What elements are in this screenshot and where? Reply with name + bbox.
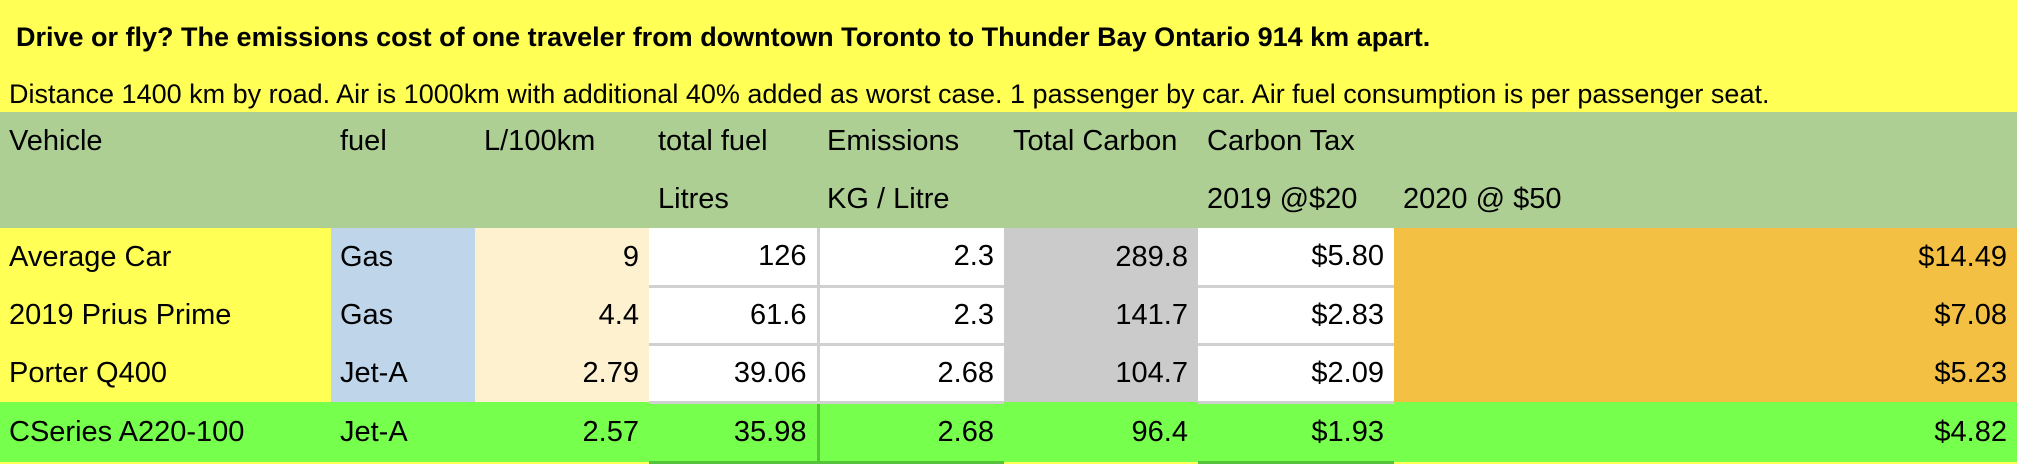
cell-tax-2020[interactable]: $5.23 xyxy=(1394,344,2017,402)
cell-total-carbon[interactable]: 141.7 xyxy=(1004,286,1198,344)
cell-fuel[interactable]: Gas xyxy=(331,286,475,344)
cell-vehicle[interactable]: CSeries A220-100 xyxy=(0,402,331,462)
header-fuel[interactable]: fuel xyxy=(331,112,475,170)
cell-fuel[interactable]: Jet-A xyxy=(331,344,475,402)
cell-total-fuel[interactable]: 61.6 xyxy=(649,286,820,346)
subheader-kg-per-litre[interactable]: KG / Litre xyxy=(818,170,1004,228)
subheader-litres[interactable]: Litres xyxy=(649,170,818,228)
header-total-carbon[interactable]: Total Carbon xyxy=(1004,112,1198,170)
cell-tax-2019[interactable]: $5.80 xyxy=(1198,228,1394,288)
cell-total-carbon[interactable]: 104.7 xyxy=(1004,344,1198,402)
header-emissions[interactable]: Emissions xyxy=(818,112,1004,170)
emissions-table: Vehicle fuel L/100km total fuel Emission… xyxy=(0,112,2017,464)
cell-total-fuel[interactable]: 35.98 xyxy=(649,402,820,464)
table-row: 2019 Prius Prime Gas 4.4 61.6 2.3 141.7 … xyxy=(0,286,2017,346)
cell-tax-2019[interactable]: $1.93 xyxy=(1198,402,1394,464)
cell-total-fuel[interactable]: 126 xyxy=(649,228,820,288)
cell-vehicle[interactable]: Average Car xyxy=(0,228,331,286)
sheet-subtitle: Distance 1400 km by road. Air is 1000km … xyxy=(0,74,2017,112)
cell-fuel[interactable]: Jet-A xyxy=(331,402,475,462)
cell-emissions[interactable]: 2.68 xyxy=(818,344,1004,404)
subheader-tax-2019[interactable]: 2019 @$20 xyxy=(1198,170,1394,228)
cell-tax-2020[interactable]: $14.49 xyxy=(1394,228,2017,286)
cell-vehicle[interactable]: 2019 Prius Prime xyxy=(0,286,331,344)
cell-total-fuel[interactable]: 39.06 xyxy=(649,344,820,404)
header-total-fuel[interactable]: total fuel xyxy=(649,112,818,170)
cell-emissions[interactable]: 2.3 xyxy=(818,286,1004,346)
cell-emissions[interactable]: 2.68 xyxy=(818,402,1004,464)
cell-consumption[interactable]: 4.4 xyxy=(475,286,649,344)
cell-consumption[interactable]: 9 xyxy=(475,228,649,286)
cell-tax-2020[interactable]: $4.82 xyxy=(1394,402,2017,462)
cell-tax-2019[interactable]: $2.83 xyxy=(1198,286,1394,346)
cell-consumption[interactable]: 2.79 xyxy=(475,344,649,402)
header-carbon-tax[interactable]: Carbon Tax xyxy=(1198,112,1394,170)
subheader-cell[interactable] xyxy=(0,170,331,228)
table-row: Porter Q400 Jet-A 2.79 39.06 2.68 104.7 … xyxy=(0,344,2017,404)
cell-emissions[interactable]: 2.3 xyxy=(818,228,1004,288)
subheader-cell[interactable] xyxy=(1004,170,1198,228)
cell-consumption[interactable]: 2.57 xyxy=(475,402,649,462)
cell-fuel[interactable]: Gas xyxy=(331,228,475,286)
subheader-cell[interactable] xyxy=(331,170,475,228)
header-subrow: Litres KG / Litre 2019 @$20 2020 @ $50 xyxy=(0,170,2017,228)
header-empty[interactable] xyxy=(1394,112,2017,170)
subheader-tax-2020[interactable]: 2020 @ $50 xyxy=(1394,170,2017,228)
header-vehicle[interactable]: Vehicle xyxy=(0,112,331,170)
cell-tax-2019[interactable]: $2.09 xyxy=(1198,344,1394,404)
table-row-highlighted: CSeries A220-100 Jet-A 2.57 35.98 2.68 9… xyxy=(0,402,2017,464)
cell-tax-2020[interactable]: $7.08 xyxy=(1394,286,2017,344)
cell-total-carbon[interactable]: 96.4 xyxy=(1004,402,1198,462)
header-consumption[interactable]: L/100km xyxy=(475,112,649,170)
header-row: Vehicle fuel L/100km total fuel Emission… xyxy=(0,112,2017,170)
sheet-title: Drive or fly? The emissions cost of one … xyxy=(0,0,2017,74)
subheader-cell[interactable] xyxy=(475,170,649,228)
cell-total-carbon[interactable]: 289.8 xyxy=(1004,228,1198,286)
table-row: Average Car Gas 9 126 2.3 289.8 $5.80 $1… xyxy=(0,228,2017,288)
cell-vehicle[interactable]: Porter Q400 xyxy=(0,344,331,402)
